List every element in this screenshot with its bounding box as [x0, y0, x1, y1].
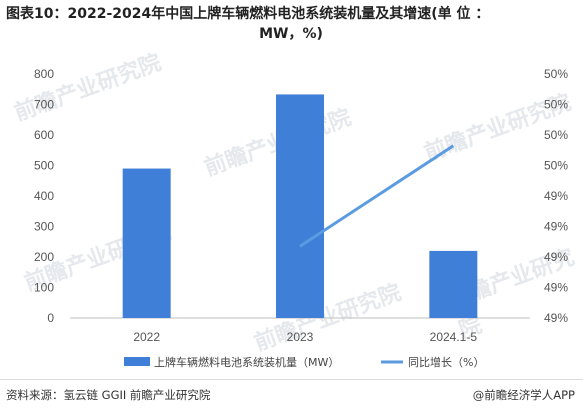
chart-title-line2: MW，%) — [259, 26, 323, 42]
x-tick-label: 2022 — [133, 330, 160, 344]
y-right-tick-label: 50% — [544, 67, 568, 81]
credit-note: @前瞻经济学人APP — [472, 388, 575, 402]
chart-bars — [122, 94, 478, 318]
legend-label-line: 同比增长（%） — [408, 355, 484, 369]
chart-axes: 0 100 200 300 400 500 600 700 800 49% 49% 49% 49% 49%… — [34, 67, 568, 344]
y-left-tick-label: 200 — [34, 250, 54, 264]
y-right-tick-label: 49% — [544, 311, 568, 325]
y-right-tick-label: 50% — [544, 128, 568, 142]
y-left-tick-label: 700 — [34, 98, 54, 112]
y-right-tick-label: 49% — [544, 250, 568, 264]
y-left-tick-label: 300 — [34, 220, 54, 234]
growth-line — [299, 144, 455, 248]
bar — [276, 94, 324, 318]
chart-legend: 上牌车辆燃料电池系统装机量（MW） 同比增长（%） — [124, 355, 484, 369]
y-right-tick-label: 49% — [544, 189, 568, 203]
source-note: 资料来源：氢云链 GGII 前瞻产业研究院 — [6, 388, 211, 402]
y-right-tick-label: 50% — [544, 98, 568, 112]
y-left-tick-label: 400 — [34, 189, 54, 203]
legend-swatch-bar — [124, 357, 150, 366]
y-right-tick-label: 49% — [544, 220, 568, 234]
x-tick-label: 2024.1-5 — [430, 330, 478, 344]
bar — [122, 168, 171, 318]
y-left-tick-label: 500 — [34, 159, 54, 173]
y-right-tick-label: 49% — [544, 281, 568, 295]
chart-title: 图表10：2022-2024年中国上牌车辆燃料电池系统装机量及其增速(单 位 ：… — [6, 4, 576, 44]
chart-title-line1: 图表10：2022-2024年中国上牌车辆燃料电池系统装机量及其增速(单 位 ： — [6, 6, 490, 22]
y-left-tick-label: 0 — [47, 311, 54, 325]
bar — [429, 250, 478, 318]
y-left-tick-label: 100 — [34, 281, 54, 295]
y-left-tick-label: 600 — [34, 128, 54, 142]
chart-line-series — [299, 144, 455, 248]
legend-label-bar: 上牌车辆燃料电池系统装机量（MW） — [154, 355, 339, 369]
y-left-tick-label: 800 — [34, 67, 54, 81]
footer-divider — [0, 379, 583, 380]
x-tick-label: 2023 — [287, 330, 314, 344]
y-right-tick-label: 50% — [544, 159, 568, 173]
